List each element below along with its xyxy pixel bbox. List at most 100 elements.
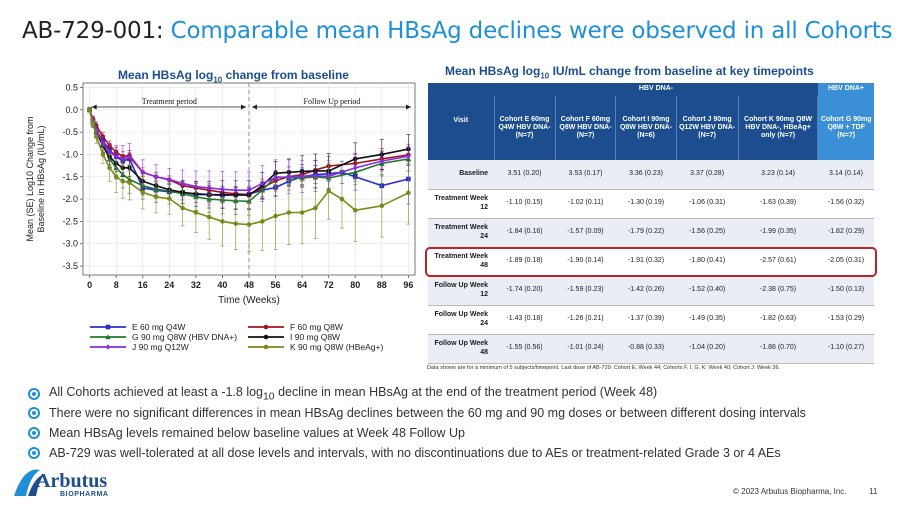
arbutus-logo-icon	[14, 469, 44, 496]
data-point	[193, 183, 199, 190]
data-point	[153, 194, 159, 200]
table-title-post: IU/mL change from baseline at key timepo…	[549, 64, 814, 78]
data-point	[105, 334, 111, 340]
y-tick-label: -3.0	[62, 239, 78, 249]
table-cell: -1.56 (0.25)	[689, 228, 726, 236]
table-cell: -0.88 (0.33)	[627, 344, 665, 352]
legend-label: I 90 mg Q8W	[290, 332, 340, 342]
table-cell: -1.26 (0.21)	[567, 315, 604, 323]
table-title-pre: Mean HBsAg log	[445, 64, 541, 78]
table-cell: -1.49 (0.35)	[689, 315, 726, 323]
study-code: AB-729-001:	[22, 18, 164, 44]
table-cell: -1.10 (0.15)	[506, 199, 543, 207]
bullet-text: There were no significant differences in…	[49, 406, 806, 421]
chart-title-pre: Mean HBsAg log	[118, 68, 214, 82]
x-axis-label: Time (Weeks)	[218, 295, 280, 306]
arrow-head	[241, 104, 246, 110]
row-label: Follow Up Week 12	[428, 276, 494, 305]
data-point	[313, 205, 318, 211]
table-cell: 3.53 (0.17)	[568, 170, 603, 178]
col-header: Cohort I 90mg Q8W HBV DNA- (N=6)	[615, 96, 677, 160]
table-cell: -1.56 (0.32)	[827, 199, 865, 207]
data-point	[326, 188, 331, 194]
arrow-head	[252, 104, 257, 110]
data-point	[107, 165, 112, 171]
data-point	[127, 180, 132, 185]
bullet-icon	[28, 387, 40, 400]
bullet-text-post: decline in mean HBsAg at the end of the …	[274, 385, 658, 400]
data-point	[105, 324, 111, 330]
table-cell: -1.37 (0.39)	[627, 315, 665, 323]
data-point	[299, 210, 305, 215]
table-cell: -2.05 (0.31)	[827, 257, 865, 265]
data-point	[120, 156, 126, 162]
table-cell: 3.14 (0.14)	[829, 170, 863, 178]
data-point	[406, 153, 411, 160]
table-cell: -2.38 (0.75)	[759, 286, 797, 294]
y-tick-label: 0.5	[65, 82, 78, 92]
col-header: Cohort G 90mg Q8W + TDF (N=7)	[817, 96, 874, 160]
table-cell: -1.63 (0.39)	[759, 199, 797, 207]
bullet-item: There were no significant differences in…	[28, 404, 806, 424]
hbsag-line-chart: 0.5 0.0 -0.5 -1.0 -1.5 -2.0 -2.5 -3.0 -3.5 0 8 16 24…	[25, 82, 416, 352]
chart-title-post: change from baseline	[222, 68, 349, 82]
bullet-text-pre: All Cohorts achieved at least a -1.8 log	[49, 385, 264, 400]
table-cell: -1.10 (0.27)	[827, 344, 865, 352]
y-tick-label: -2.5	[62, 216, 78, 226]
table-row: Baseline 3.51 (0.20) 3.53 (0.17) 3.36 (0…	[428, 160, 874, 189]
table-cell: -1.57 (0.09)	[567, 228, 604, 236]
col-header: Cohort F 60mg Q8W HBV DNA- (N=7)	[554, 96, 616, 160]
data-point	[246, 222, 252, 227]
data-point	[93, 134, 99, 139]
data-point	[263, 344, 269, 350]
table-row: Treatment Week 12 -1.10 (0.15) -1.02 (0.…	[428, 189, 874, 218]
y-tick-label: -1.5	[62, 172, 78, 182]
col-header: Cohort E 60mg Q4W HBV DNA- (N=7)	[493, 96, 556, 160]
x-tick-label: 56	[271, 280, 281, 290]
table-cell: -1.86 (0.70)	[759, 344, 797, 352]
table-cell: -1.82 (0.29)	[827, 228, 865, 236]
phase-label-followup: Follow Up period	[304, 97, 361, 106]
legend-label: K 90 mg Q8W (HBeAg+)	[290, 342, 383, 352]
table-cell: -1.02 (0.11)	[567, 199, 604, 207]
y-tick-label: 0.0	[65, 105, 78, 115]
data-point	[259, 180, 265, 187]
table-cell: -1.89 (0.18)	[506, 257, 543, 265]
table-row: Follow Up Week 48 -1.55 (0.56) -1.01 (0.…	[428, 334, 874, 363]
row-label: Treatment Week 24	[428, 218, 494, 247]
bullet-item: AB-729 was well-tolerated at all dose le…	[28, 443, 806, 463]
data-point	[140, 190, 146, 195]
x-tick-label: 24	[164, 280, 174, 290]
table-cell: -1.53 (0.29)	[827, 315, 865, 323]
table-cell: -1.01 (0.24)	[567, 344, 604, 352]
data-point	[105, 344, 111, 350]
table-cell: -1.52 (0.40)	[689, 286, 726, 294]
group-pos-header: HBV DNA+	[817, 83, 874, 96]
logo-subtitle: BIOPHARMA	[60, 491, 109, 498]
table-cell: -1.79 (0.22)	[627, 228, 665, 236]
logo-name: Arbutus	[36, 470, 108, 492]
y-axis-label: Mean (SE) Log10 Change from	[25, 116, 35, 241]
table-cell: -2.57 (0.61)	[759, 257, 797, 265]
data-point	[120, 178, 126, 184]
data-point	[113, 174, 119, 180]
data-point	[233, 221, 239, 226]
data-point	[180, 180, 185, 187]
legend-label: G 90 mg Q8W (HBV DNA+)	[132, 332, 237, 342]
copyright: © 2023 Arbutus Biopharma, Inc.	[733, 487, 847, 496]
chart-title-sub: 10	[213, 75, 223, 85]
table-cell: -1.80 (0.41)	[689, 257, 726, 265]
table-cell: -1.06 (0.31)	[689, 199, 726, 207]
data-point	[220, 219, 225, 224]
table-title: Mean HBsAg log10 IU/mL change from basel…	[445, 64, 814, 80]
data-point	[352, 207, 358, 213]
row-label: Follow Up Week 24	[428, 305, 494, 334]
data-point	[406, 190, 411, 196]
legend-label: J 90 mg Q12W	[132, 342, 189, 352]
x-tick-label: 48	[244, 280, 254, 290]
legend-label: F 60 mg Q8W	[290, 322, 343, 332]
table-cell: -1.91 (0.32)	[627, 257, 665, 265]
timepoint-table: Visit HBV DNA- HBV DNA+ Cohort E 60mg Q4…	[428, 83, 874, 364]
data-point	[180, 205, 185, 211]
group-neg-header: HBV DNA-	[494, 83, 818, 96]
